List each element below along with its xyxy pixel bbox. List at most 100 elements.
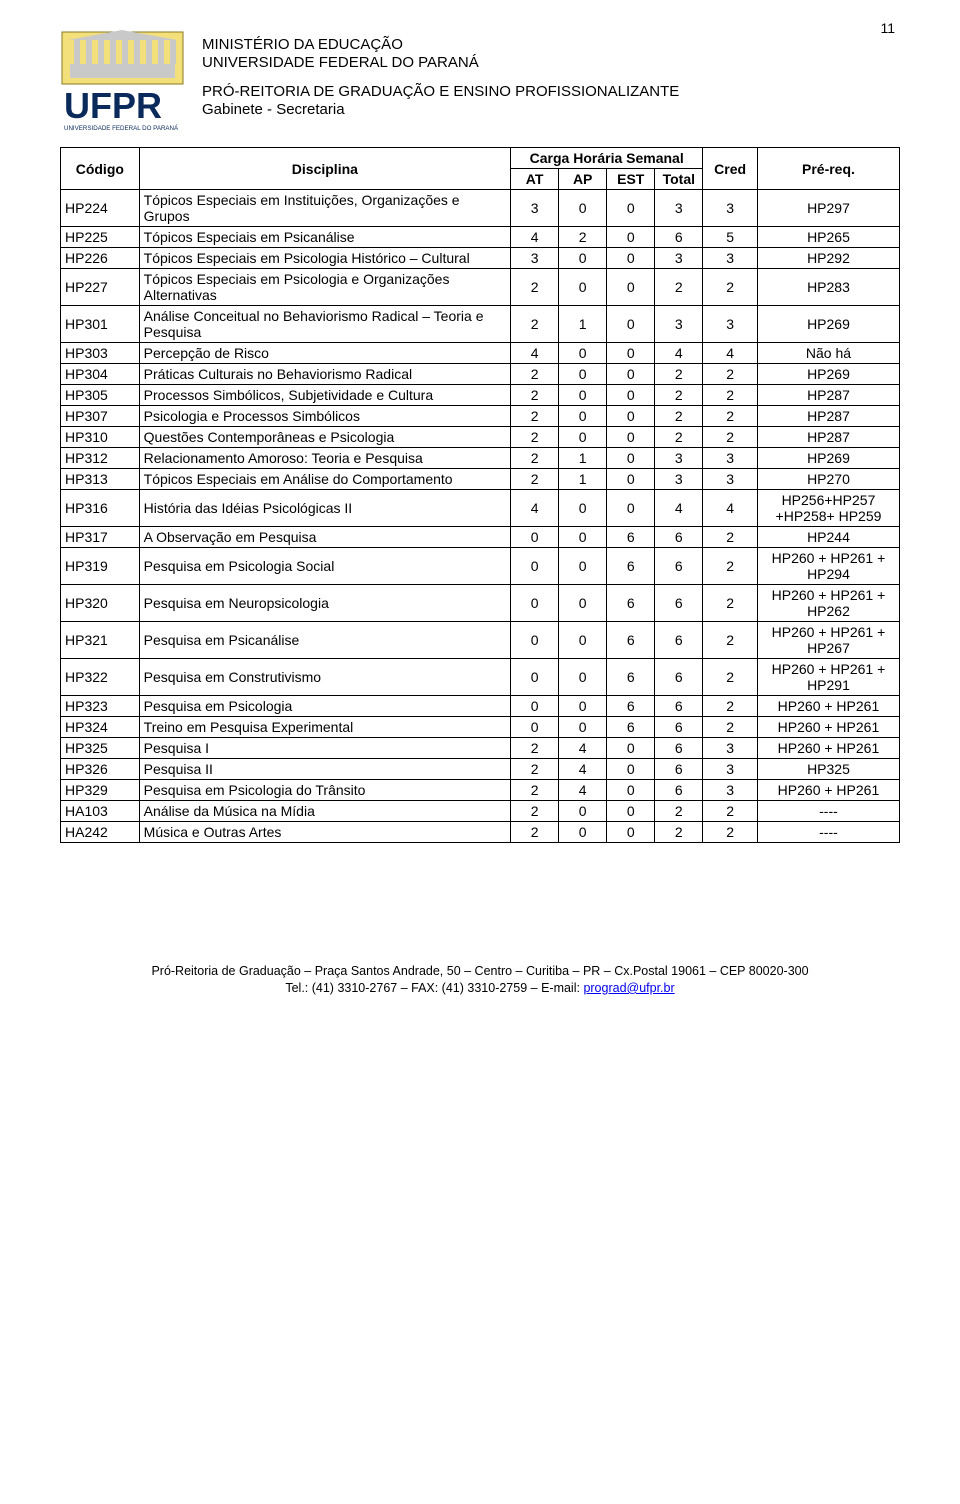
table-row: HP329Pesquisa em Psicologia do Trânsito2… [61,780,900,801]
cell-codigo: HP226 [61,248,140,269]
cell-codigo: HP312 [61,448,140,469]
cell-at: 2 [511,427,559,448]
cell-disciplina: Música e Outras Artes [139,822,510,843]
cell-est: 0 [607,406,655,427]
table-body: HP224Tópicos Especiais em Instituições, … [61,190,900,843]
cell-codigo: HA103 [61,801,140,822]
cell-cred: 3 [703,469,758,490]
cell-est: 6 [607,696,655,717]
col-total-header: Total [655,169,703,190]
table-row: HP226Tópicos Especiais em Psicologia His… [61,248,900,269]
table-row: HP224Tópicos Especiais em Instituições, … [61,190,900,227]
cell-at: 3 [511,248,559,269]
cell-est: 0 [607,780,655,801]
cell-codigo: HP310 [61,427,140,448]
cell-prereq: HP269 [757,364,899,385]
cell-disciplina: Treino em Pesquisa Experimental [139,717,510,738]
cell-prereq: HP260 + HP261 [757,717,899,738]
cell-est: 0 [607,385,655,406]
table-row: HP325Pesquisa I24063HP260 + HP261 [61,738,900,759]
cell-ap: 0 [559,659,607,696]
cell-total: 3 [655,306,703,343]
cell-codigo: HP323 [61,696,140,717]
cell-disciplina: Questões Contemporâneas e Psicologia [139,427,510,448]
cell-ap: 4 [559,780,607,801]
cell-cred: 2 [703,364,758,385]
cell-ap: 1 [559,448,607,469]
cell-total: 3 [655,248,703,269]
footer-email-link[interactable]: prograd@ufpr.br [583,981,674,995]
cell-disciplina: Análise Conceitual no Behaviorismo Radic… [139,306,510,343]
cell-ap: 0 [559,190,607,227]
cell-ap: 0 [559,248,607,269]
cell-ap: 0 [559,406,607,427]
cell-total: 2 [655,385,703,406]
cell-ap: 0 [559,269,607,306]
cell-est: 0 [607,269,655,306]
cell-cred: 3 [703,190,758,227]
cell-prereq: HP260 + HP261 [757,738,899,759]
cell-prereq: HP325 [757,759,899,780]
cell-ap: 0 [559,801,607,822]
cell-prereq: HP260 + HP261 + HP294 [757,548,899,585]
cell-codigo: HP319 [61,548,140,585]
cell-total: 2 [655,269,703,306]
cell-ap: 0 [559,527,607,548]
cell-ap: 1 [559,469,607,490]
cell-est: 0 [607,343,655,364]
department-line: PRÓ-REITORIA DE GRADUAÇÃO E ENSINO PROFI… [202,83,679,100]
cell-at: 2 [511,364,559,385]
cell-at: 4 [511,343,559,364]
cell-ap: 0 [559,385,607,406]
cell-total: 6 [655,227,703,248]
cell-at: 3 [511,190,559,227]
cell-total: 6 [655,696,703,717]
cell-prereq: Não há [757,343,899,364]
cell-at: 4 [511,227,559,248]
cell-ap: 2 [559,227,607,248]
table-row: HP313Tópicos Especiais em Análise do Com… [61,469,900,490]
col-at-header: AT [511,169,559,190]
cell-prereq: HP260 + HP261 + HP262 [757,585,899,622]
cell-total: 6 [655,527,703,548]
cell-est: 0 [607,248,655,269]
cell-at: 2 [511,406,559,427]
footer-phone-fax: Tel.: (41) 3310-2767 – FAX: (41) 3310-27… [285,981,583,995]
footer: Pró-Reitoria de Graduação – Praça Santos… [60,963,900,997]
cell-total: 3 [655,190,703,227]
cell-cred: 2 [703,406,758,427]
cell-cred: 3 [703,759,758,780]
col-est-header: EST [607,169,655,190]
cell-est: 0 [607,469,655,490]
cell-disciplina: Pesquisa em Psicologia do Trânsito [139,780,510,801]
cell-est: 0 [607,364,655,385]
cell-ap: 0 [559,427,607,448]
cell-prereq: HP244 [757,527,899,548]
cell-at: 2 [511,306,559,343]
courses-table: Código Disciplina Carga Horária Semanal … [60,147,900,843]
cell-total: 6 [655,548,703,585]
cell-cred: 2 [703,385,758,406]
cell-at: 2 [511,759,559,780]
cell-total: 2 [655,427,703,448]
cell-disciplina: Pesquisa em Psicanálise [139,622,510,659]
cell-cred: 2 [703,527,758,548]
cell-disciplina: Pesquisa II [139,759,510,780]
cell-cred: 2 [703,548,758,585]
cell-at: 0 [511,585,559,622]
cell-at: 2 [511,822,559,843]
cell-ap: 0 [559,585,607,622]
cell-total: 6 [655,622,703,659]
cell-disciplina: Processos Simbólicos, Subjetividade e Cu… [139,385,510,406]
cell-cred: 3 [703,448,758,469]
table-row: HP227Tópicos Especiais em Psicologia e O… [61,269,900,306]
cell-est: 6 [607,622,655,659]
table-row: HP310Questões Contemporâneas e Psicologi… [61,427,900,448]
cell-prereq: HP287 [757,385,899,406]
cell-disciplina: Práticas Culturais no Behaviorismo Radic… [139,364,510,385]
office-line: Gabinete - Secretaria [202,101,679,118]
col-cred-header: Cred [703,148,758,190]
cell-total: 2 [655,364,703,385]
cell-codigo: HP316 [61,490,140,527]
cell-at: 2 [511,448,559,469]
